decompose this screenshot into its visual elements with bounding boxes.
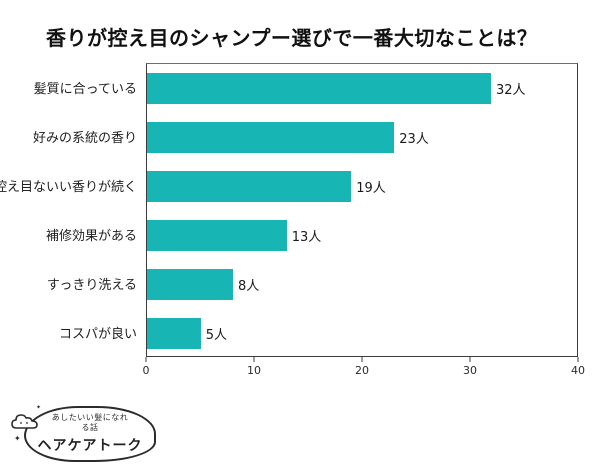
value-label: 23人 (399, 132, 429, 147)
bar (147, 220, 287, 251)
axis-tick-label: 30 (463, 364, 477, 377)
bar (147, 73, 491, 104)
category-label: 好みの系統の香り (32, 131, 137, 146)
axis-tick-label: 40 (571, 364, 585, 377)
sparkle-icon: ✦ (36, 404, 42, 411)
chart-row: 19人 (147, 162, 577, 211)
bar-chart: 髪質に合っている 好みの系統の香り控え目ないい香りが続く補修効果がある すっきり洗え… (0, 63, 585, 381)
value-label: 13人 (291, 230, 322, 245)
bar (147, 171, 352, 202)
x-axis: 0 10 20 30 40 (142, 357, 585, 381)
logo-tagline: あしたいい髪になれる話 (51, 413, 129, 432)
value-label: 5人 (205, 328, 228, 343)
axis-tick (253, 357, 255, 362)
category-label: コスパが良い (58, 327, 137, 342)
category-label: 髪質に合っている (33, 82, 137, 97)
plot-wrap: 32人 23人 19人 13人 8人 5人 0 10 20 30 40 (142, 63, 585, 381)
bar (147, 318, 201, 349)
brand-logo: あしたいい髪になれる話 ヘアケアトーク ✦ ✦ (10, 404, 162, 466)
chart-page: { "title": "香りが控え目のシャンプー選びで一番大切なことは？", "… (0, 22, 600, 472)
chart-row: 8人 (147, 260, 577, 309)
value-label: 19人 (356, 181, 386, 196)
axis-tick (469, 357, 471, 362)
bar (147, 269, 233, 300)
value-label: 32人 (496, 83, 526, 98)
category-labels-column: 髪質に合っている 好みの系統の香り控え目ないい香りが続く補修効果がある すっきり洗え… (0, 63, 146, 381)
chart-title: 香りが控え目のシャンプー選びで一番大切なことは？ (46, 26, 538, 50)
axis-tick-label: 10 (247, 364, 261, 377)
chart-row: 5人 (147, 309, 577, 358)
cloud-icon (11, 414, 38, 429)
plot-area: 32人 23人 19人 13人 8人 5人 (146, 63, 578, 357)
chart-row: 32人 (147, 64, 577, 113)
chart-row: 13人 (147, 211, 577, 260)
value-label: 8人 (238, 279, 260, 294)
cloud-badge: あしたいい髪になれる話 ヘアケアトーク (24, 406, 156, 462)
axis-tick (361, 357, 363, 362)
axis-tick-label: 0 (142, 364, 150, 377)
logo-name: ヘアケアトーク (37, 438, 143, 454)
axis-tick-label: 20 (355, 364, 369, 377)
category-label: すっきり洗える (46, 278, 137, 293)
category-label: 補修効果がある (45, 229, 137, 244)
axis-tick (145, 357, 147, 362)
chart-row: 23人 (147, 113, 577, 162)
category-label: 控え目ないい香りが続く (0, 180, 137, 195)
bar (147, 122, 395, 153)
axis-tick (577, 357, 579, 362)
sparkle-icon: ✦ (14, 434, 21, 443)
